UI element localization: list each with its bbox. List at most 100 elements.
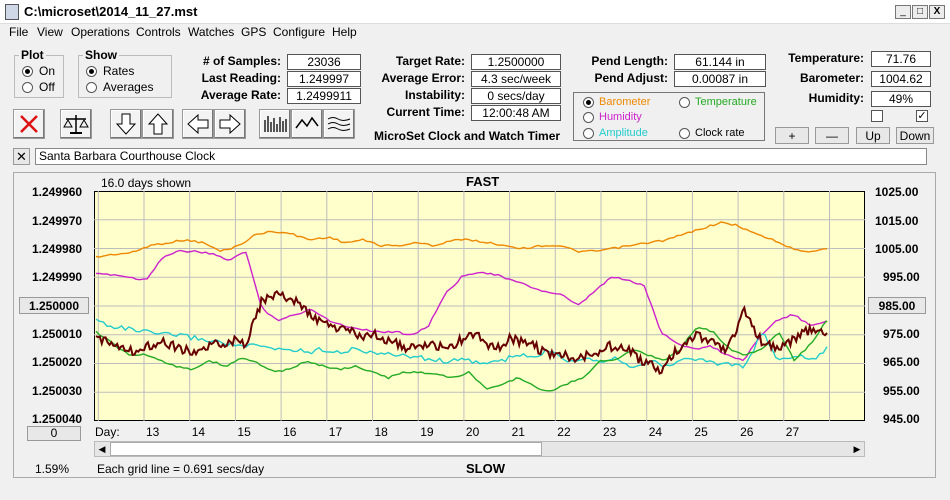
humidity-series-line — [95, 249, 828, 362]
target-rate-value: 1.2500000 — [471, 54, 561, 70]
plot-group: Plot — [14, 48, 64, 98]
x-tick-label: 18 — [374, 425, 388, 439]
menu-controls[interactable]: Controls — [136, 25, 181, 39]
arrow-right-button[interactable] — [214, 109, 246, 139]
arrow-up-icon — [147, 113, 169, 135]
y-right-tick-3: 995.00 — [883, 270, 920, 284]
window-title: C:\microset\2014_11_27.mst — [24, 4, 198, 19]
scale-button[interactable] — [60, 109, 92, 139]
barometer-label: Barometer — [599, 96, 651, 108]
fast-label: FAST — [466, 174, 500, 189]
up-button[interactable]: Up — [856, 127, 890, 144]
barometer-readout-value: 1004.62 — [871, 71, 931, 87]
y-right-tick-2: 1005.00 — [875, 242, 919, 256]
menu-help[interactable]: Help — [332, 25, 357, 39]
grid-note-label: Each grid line = 0.691 secs/day — [97, 462, 265, 476]
y-right-tick-6: 955.00 — [883, 384, 920, 398]
show-rates-label: Rates — [103, 64, 135, 78]
plot-group-legend: Plot — [21, 48, 44, 62]
x-tick-label: 20 — [465, 425, 480, 439]
scroll-right-arrow[interactable]: ▶ — [853, 444, 861, 454]
humidity-readout-label: Humidity: — [808, 91, 864, 105]
barometer-radio[interactable] — [583, 97, 594, 108]
samples-label: # of Samples: — [202, 54, 281, 68]
days-shown-label: 16.0 days shown — [101, 176, 192, 190]
instability-value: 0 secs/day — [471, 88, 561, 104]
plot-off-radio[interactable] — [22, 82, 33, 93]
x-tick-label: 25 — [694, 425, 708, 439]
temperature-readout-value: 71.76 — [871, 51, 931, 67]
show-averages-radio[interactable] — [86, 82, 97, 93]
maximize-button[interactable]: □ — [912, 5, 928, 19]
stop-button[interactable] — [13, 109, 45, 139]
pend-length-label: Pend Length: — [591, 54, 668, 68]
clear-clock-name-button[interactable]: ✕ — [13, 148, 30, 165]
pend-adjust-label: Pend Adjust: — [594, 71, 668, 85]
bars-view-button[interactable] — [259, 109, 291, 139]
line-view-button[interactable] — [291, 109, 323, 139]
y-left-tick-3: 1.249990 — [32, 270, 83, 284]
x-tick-label: 26 — [740, 425, 754, 439]
minus-button[interactable]: — — [815, 127, 849, 144]
x-tick-label: 15 — [237, 425, 251, 439]
average-rate-label: Average Rate: — [200, 88, 281, 102]
minimize-button[interactable]: _ — [895, 5, 911, 19]
menu-file[interactable]: File — [9, 25, 29, 39]
clock-rate-label: Clock rate — [695, 127, 745, 139]
barometer-series-line — [95, 221, 828, 258]
temperature-label: Temperature — [695, 96, 757, 108]
x-tick-label: 27 — [785, 425, 800, 439]
x-tick-label: 19 — [420, 425, 434, 439]
checkbox-right[interactable]: ✓ — [916, 110, 928, 122]
title-bar: C:\microset\2014_11_27.mst _ □ X — [0, 0, 950, 24]
menu-operations[interactable]: Operations — [71, 25, 130, 39]
scroll-left-arrow[interactable]: ◀ — [98, 444, 106, 454]
arrow-left-button[interactable] — [182, 109, 214, 139]
center-baro-button[interactable]: 985.00 — [868, 297, 926, 314]
y-left-tick-2: 1.249980 — [32, 242, 83, 256]
target-rate-label: Target Rate: — [395, 54, 465, 68]
x-tick-label: 17 — [328, 425, 343, 439]
close-button[interactable]: X — [929, 5, 945, 19]
scale-icon — [63, 115, 89, 134]
menu-watches[interactable]: Watches — [188, 25, 235, 39]
plot-off-label: Off — [39, 80, 55, 94]
show-rates-radio[interactable] — [86, 66, 97, 77]
amplitude-label: Amplitude — [599, 127, 648, 139]
average-error-label: Average Error: — [381, 71, 465, 85]
zero-button[interactable]: 0 — [27, 426, 81, 441]
y-left-tick-7: 1.250040 — [32, 412, 83, 426]
menu-configure[interactable]: Configure — [273, 25, 326, 39]
humidity-readout-value: 49% — [871, 91, 931, 107]
x-tick-label: 22 — [557, 425, 571, 439]
scrollbar-thumb[interactable] — [110, 442, 542, 456]
x-icon — [20, 115, 38, 133]
amplitude-radio[interactable] — [583, 128, 594, 139]
multi-line-view-button[interactable] — [323, 109, 355, 139]
clock-rate-radio[interactable] — [679, 128, 690, 139]
show-group-legend: Show — [85, 48, 117, 62]
checkbox-left[interactable] — [871, 110, 883, 122]
series-select-box — [573, 92, 765, 141]
clock-name-input[interactable]: Santa Barbara Courthouse Clock — [35, 148, 927, 165]
app-caption: MicroSet Clock and Watch Timer — [374, 129, 561, 143]
x-tick-label: 24 — [648, 425, 663, 439]
arrow-right-icon — [219, 113, 241, 135]
current-time-value: 12:00:48 AM — [471, 105, 561, 121]
arrow-down-button[interactable] — [110, 109, 142, 139]
menu-view[interactable]: View — [37, 25, 63, 39]
arrow-up-button[interactable] — [142, 109, 174, 139]
temperature-readout-label: Temperature: — [788, 51, 864, 65]
temperature-radio[interactable] — [679, 97, 690, 108]
plus-button[interactable]: + — [775, 127, 809, 144]
x-tick-label: 13 — [146, 425, 160, 439]
temperature-series-line — [95, 320, 828, 392]
y-right-tick-4: 975.00 — [883, 327, 920, 341]
center-rate-button[interactable]: 1.250000 — [19, 297, 89, 314]
menu-gps[interactable]: GPS — [241, 25, 267, 39]
plot-on-radio[interactable] — [22, 66, 33, 77]
y-left-tick-1: 1.249970 — [32, 214, 83, 228]
humidity-radio[interactable] — [583, 112, 594, 123]
app-icon — [5, 4, 19, 20]
down-button[interactable]: Down — [896, 127, 934, 144]
